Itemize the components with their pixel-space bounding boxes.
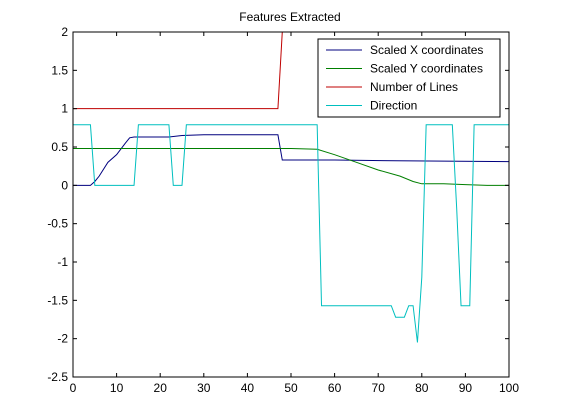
- y-tick-label: 0.5: [51, 140, 68, 154]
- legend-label: Direction: [370, 99, 417, 113]
- y-tick-label: 1.5: [51, 63, 68, 77]
- x-tick-label: 60: [328, 381, 342, 395]
- series-line-2: [73, 148, 509, 186]
- legend-label: Scaled X coordinates: [370, 43, 483, 57]
- series-line-3: [73, 32, 283, 110]
- x-tick-label: 90: [459, 381, 473, 395]
- x-tick-label: 100: [499, 381, 519, 395]
- y-tick-label: -0.5: [47, 217, 68, 231]
- x-tick-label: 80: [415, 381, 429, 395]
- legend-label: Scaled Y coordinates: [370, 62, 483, 76]
- legend-label: Number of Lines: [370, 80, 458, 94]
- chart-title: Features Extracted: [239, 10, 340, 24]
- x-tick-label: 0: [70, 381, 77, 395]
- legend-box: [317, 38, 501, 118]
- x-tick-label: 30: [197, 381, 211, 395]
- series-line-1: [73, 134, 509, 186]
- x-tick-label: 40: [241, 381, 255, 395]
- y-tick-label: 1: [61, 102, 68, 116]
- x-tick-label: 20: [154, 381, 168, 395]
- y-tick-label: -2.5: [47, 370, 68, 384]
- x-tick-label: 10: [110, 381, 124, 395]
- y-tick-label: 2: [61, 25, 68, 39]
- y-tick-label: -1.5: [47, 293, 68, 307]
- x-tick-label: 70: [372, 381, 386, 395]
- legend: Scaled X coordinates Scaled Y coordinates…: [317, 38, 501, 118]
- x-tick-label: 50: [284, 381, 298, 395]
- y-tick-label: -1: [57, 255, 68, 269]
- series-line-4: [73, 124, 509, 343]
- y-tick-label: -2: [57, 332, 68, 346]
- y-tick-label: 0: [61, 178, 68, 192]
- axes: 0 10 20 30 40 50 60 70 80 90 100 -2.5 -2 -1.5 -1 -0.5 0 0…: [47, 25, 519, 395]
